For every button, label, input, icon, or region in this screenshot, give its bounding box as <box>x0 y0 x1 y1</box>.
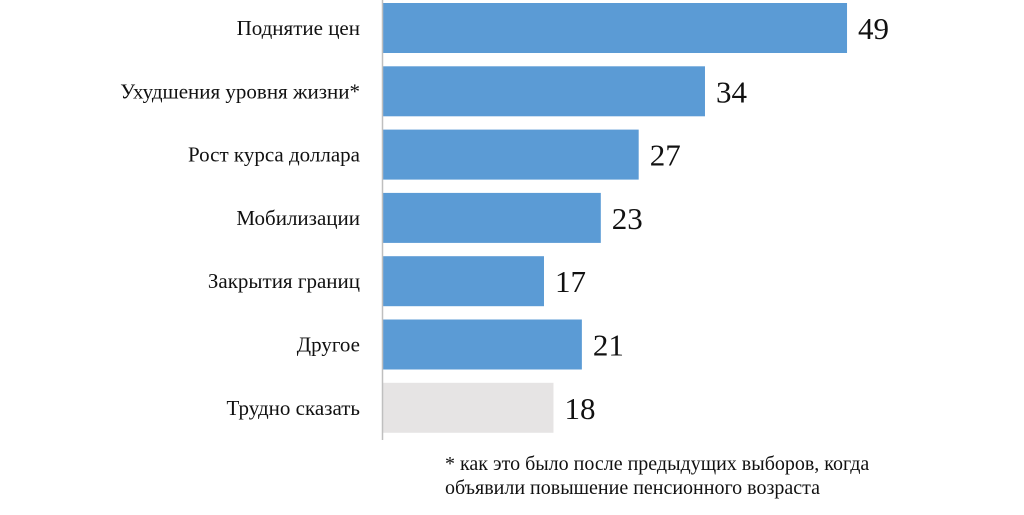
value-label-3: 27 <box>650 138 681 173</box>
bar-2 <box>383 66 705 117</box>
category-label-5: Закрытия границ <box>208 269 360 293</box>
value-label-2: 34 <box>716 74 748 109</box>
category-label-7: Трудно сказать <box>227 396 360 420</box>
value-label-5: 17 <box>555 264 586 299</box>
value-label-6: 21 <box>593 328 624 363</box>
bar-1 <box>383 3 848 53</box>
category-label-3: Рост курса доллара <box>188 143 361 167</box>
category-label-6: Другое <box>297 333 360 357</box>
footnote-line-1: * как это было после предыдущих выборов,… <box>445 453 870 475</box>
category-labels-group: Поднятие цен Ухудшения уровня жизни* Рост … <box>120 16 360 420</box>
value-label-7: 18 <box>564 391 595 426</box>
bar-3 <box>383 129 639 180</box>
bar-7 <box>383 382 554 433</box>
category-label-1: Поднятие цен <box>237 16 360 40</box>
value-label-1: 49 <box>858 11 889 46</box>
value-label-4: 23 <box>612 201 643 236</box>
bar-4 <box>383 192 601 243</box>
category-label-4: Мобилизации <box>236 206 360 230</box>
category-label-2: Ухудшения уровня жизни* <box>120 79 360 103</box>
footnote-line-2: объявили повышение пенсионного возраста <box>445 477 820 499</box>
bar-5 <box>383 256 544 307</box>
bars-group <box>383 3 848 433</box>
footnote: * как это было после предыдущих выборов,… <box>445 452 1005 500</box>
bar-6 <box>383 319 582 370</box>
